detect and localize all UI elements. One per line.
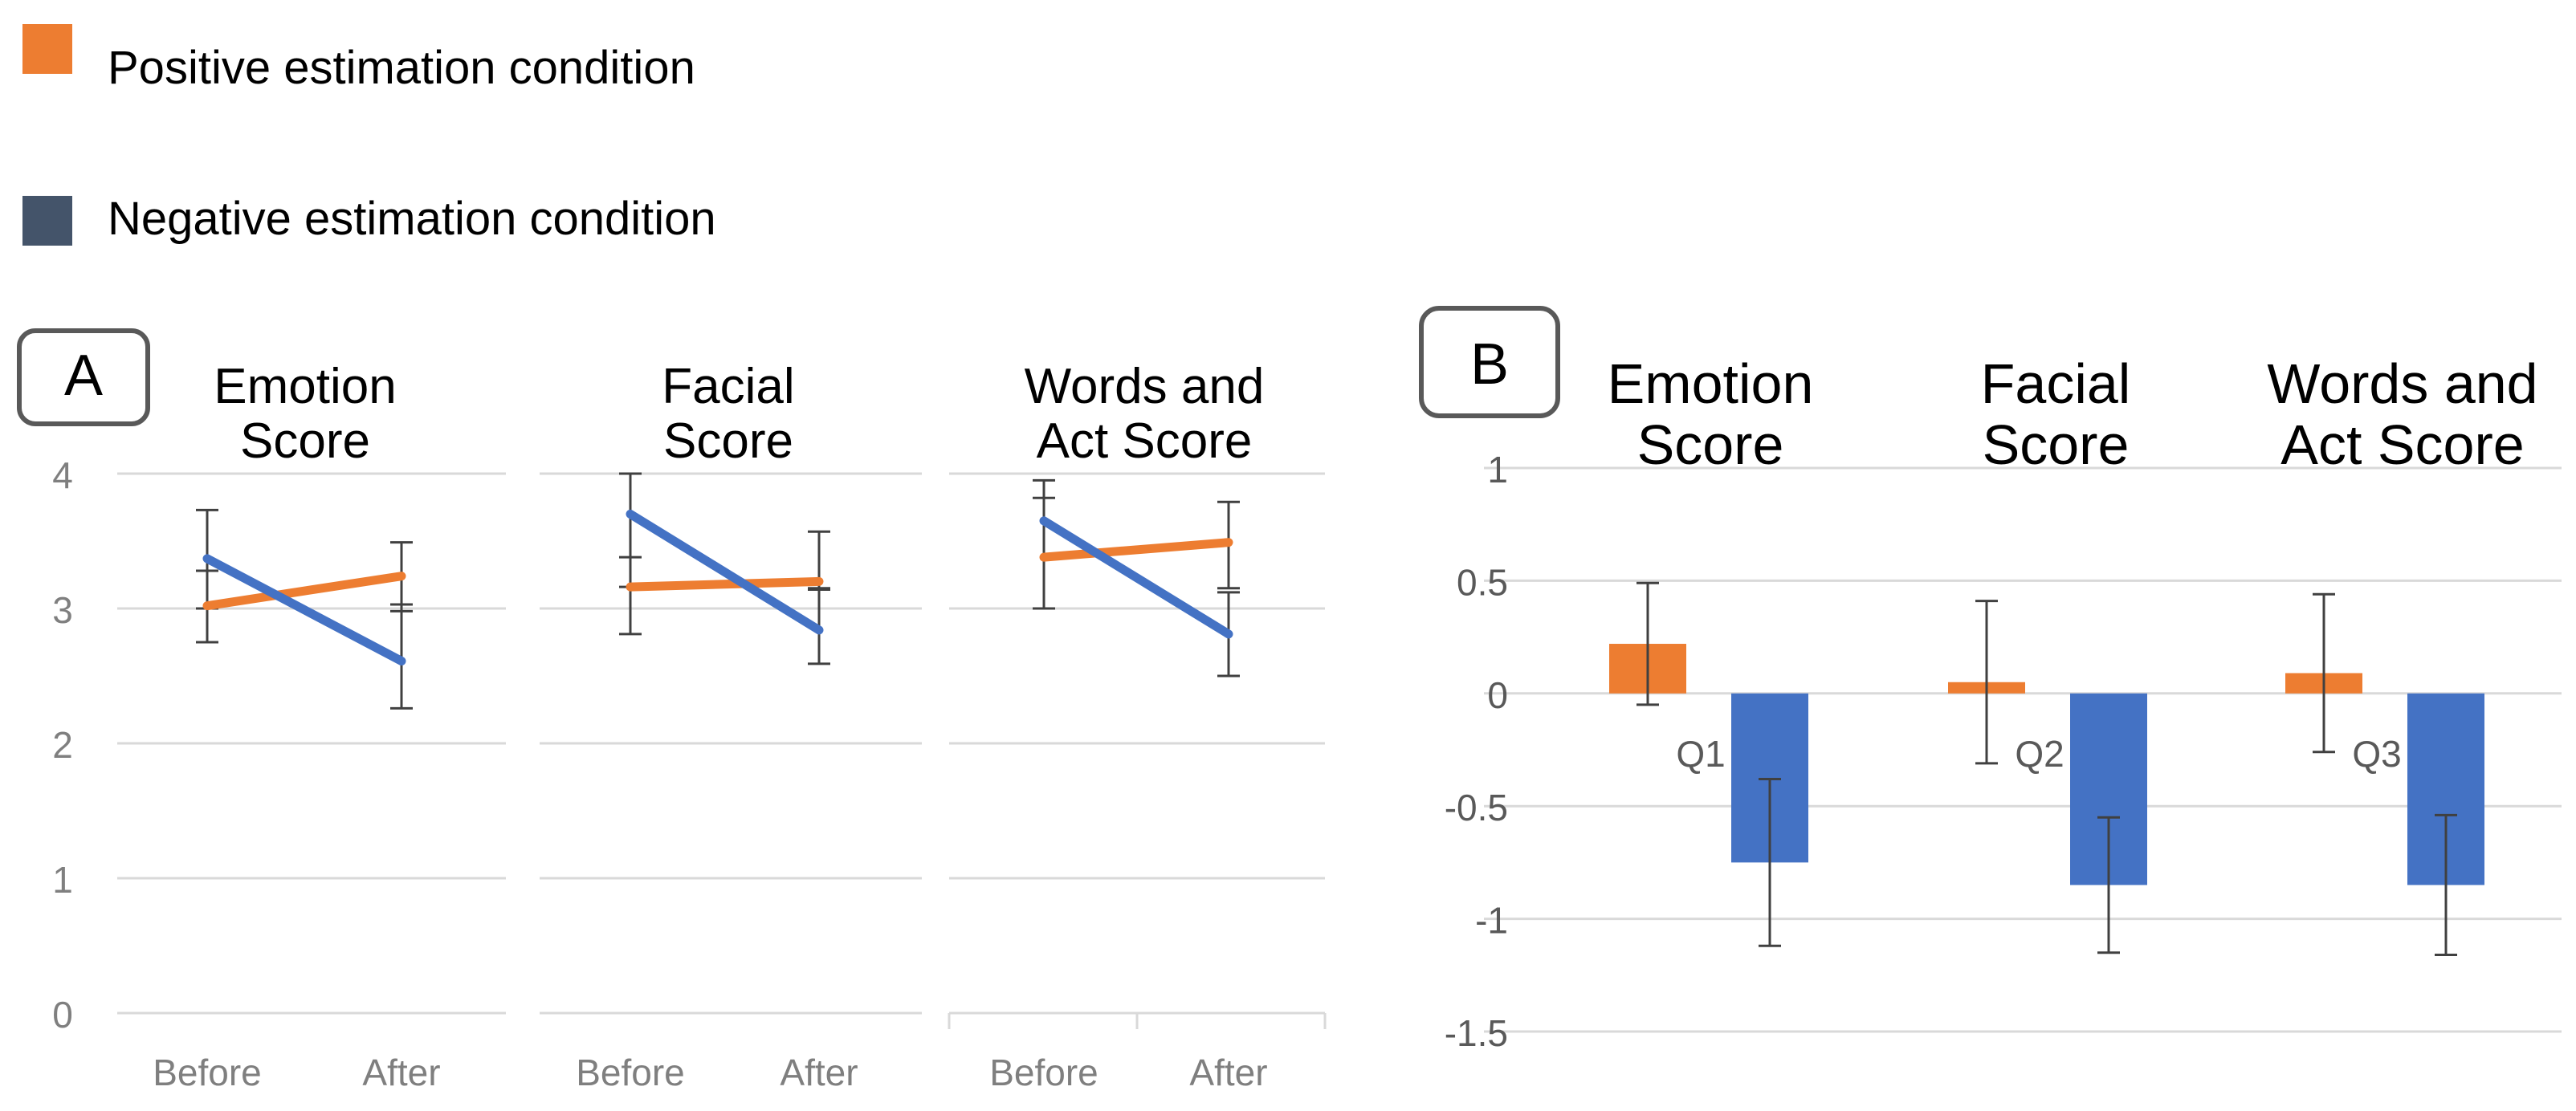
a-negative-series-line [202, 554, 406, 666]
a-x-tick-label: After [780, 1052, 858, 1093]
a-subplot-title: Score [240, 413, 370, 469]
a-negative-series-line [626, 509, 824, 635]
b-x-tick-label: Q3 [2352, 733, 2401, 775]
a-y-tick-label: 4 [52, 454, 73, 496]
a-y-tick-label: 1 [52, 859, 73, 901]
svg-text:B: B [1470, 332, 1509, 397]
a-subplot-title: Emotion [214, 359, 396, 414]
b-y-tick-label: -1 [1475, 900, 1508, 942]
a-y-tick-label: 0 [52, 994, 73, 1036]
a-positive-series-line [202, 572, 406, 611]
b-column-title: Facial [1981, 352, 2131, 415]
panel-b-tag: B [1419, 306, 1560, 418]
b-y-tick-label: -0.5 [1445, 787, 1508, 828]
a-subplot-title: Act Score [1037, 413, 1253, 469]
a-positive-series-line [1039, 538, 1233, 562]
a-subplot-title: Score [663, 413, 793, 469]
legend-label-positive: Positive estimation condition [108, 42, 695, 94]
b-x-tick-label: Q2 [2015, 733, 2064, 775]
a-subplot-title: Words and [1025, 359, 1265, 414]
b-x-tick-label: Q1 [1676, 733, 1725, 775]
panel-b-bar-chart: 10.50-0.5-1-1.5EmotionScoreFacialScoreWo… [1445, 352, 2562, 1054]
legend-swatch-positive [22, 24, 72, 74]
a-x-tick-label: Before [153, 1052, 262, 1093]
b-column-title: Act Score [2280, 413, 2524, 476]
a-positive-series-line [626, 576, 824, 592]
a-x-tick-label: After [1189, 1052, 1267, 1093]
b-column-title: Words and [2267, 352, 2537, 415]
a-subplot-title: Facial [662, 359, 794, 414]
a-negative-series-line [1039, 516, 1233, 639]
legend: Positive estimation condition Negative e… [22, 24, 716, 246]
b-column-title: Score [1983, 413, 2130, 476]
a-x-tick-label: Before [989, 1052, 1098, 1093]
b-y-tick-label: -1.5 [1445, 1012, 1508, 1054]
panel-a-tag: A [17, 328, 150, 426]
a-y-tick-label: 2 [52, 724, 73, 766]
a-x-tick-label: Before [576, 1052, 685, 1093]
b-y-tick-label: 0.5 [1457, 561, 1508, 603]
a-y-tick-label: 3 [52, 589, 73, 631]
legend-swatch-negative [22, 196, 72, 246]
b-column-title: Emotion [1608, 352, 1814, 415]
a-x-tick-label: After [362, 1052, 440, 1093]
svg-text:A: A [64, 344, 103, 408]
b-y-tick-label: 0 [1487, 674, 1508, 716]
legend-label-negative: Negative estimation condition [108, 193, 716, 245]
b-column-title: Score [1637, 413, 1784, 476]
b-y-tick-label: 1 [1487, 449, 1508, 490]
